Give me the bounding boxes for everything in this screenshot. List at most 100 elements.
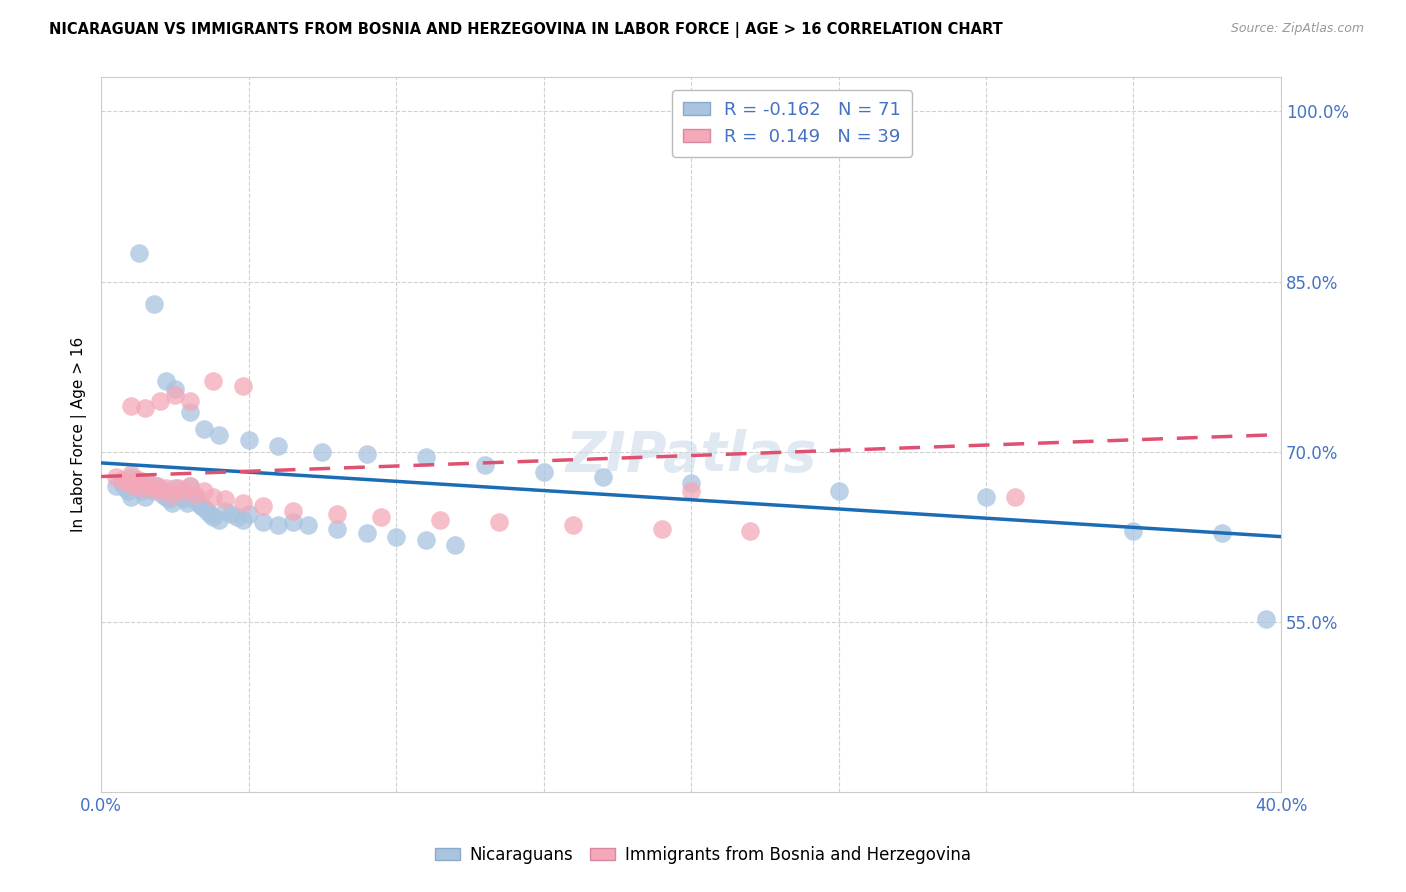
Point (104, 469, 127, 483)
Point (474, 458, 496, 473)
Point (297, 518, 319, 533)
Point (184, 492, 207, 507)
Point (356, 526, 378, 541)
Point (136, 476, 159, 491)
Point (214, 492, 236, 507)
Point (120, 469, 142, 483)
Point (128, 473, 150, 487)
Point (141, 481, 163, 495)
Point (267, 518, 290, 533)
Point (238, 434, 260, 448)
Point (157, 492, 180, 507)
Point (385, 530, 408, 544)
Point (429, 513, 451, 527)
Point (415, 450, 437, 465)
Legend: Nicaraguans, Immigrants from Bosnia and Herzegovina: Nicaraguans, Immigrants from Bosnia and … (427, 839, 979, 871)
Point (181, 488, 204, 502)
Point (111, 473, 134, 487)
Point (143, 297, 166, 311)
Point (120, 490, 142, 504)
Point (356, 447, 378, 461)
Point (1004, 490, 1026, 504)
Point (134, 401, 156, 416)
Point (488, 515, 510, 529)
Point (166, 488, 188, 502)
Point (166, 481, 188, 495)
Point (146, 478, 169, 492)
Point (415, 533, 437, 547)
Point (326, 522, 349, 536)
Point (193, 484, 215, 499)
Point (202, 510, 225, 524)
Point (125, 473, 148, 487)
Point (128, 478, 150, 492)
Point (202, 374, 225, 388)
Point (679, 476, 702, 491)
Point (111, 476, 134, 491)
Point (679, 484, 702, 499)
Point (311, 444, 333, 458)
Point (326, 507, 349, 521)
Point (173, 484, 195, 499)
Point (974, 490, 997, 504)
Point (195, 503, 218, 517)
Point (200, 507, 222, 521)
Point (152, 488, 174, 502)
Point (128, 246, 150, 260)
Point (1211, 526, 1233, 541)
Point (562, 518, 585, 533)
Point (149, 484, 172, 499)
Point (232, 379, 254, 393)
Point (160, 495, 183, 509)
Point (117, 476, 139, 491)
Point (117, 484, 139, 499)
Point (134, 481, 156, 495)
Point (208, 513, 231, 527)
Point (134, 490, 156, 504)
Point (232, 513, 254, 527)
Point (193, 501, 215, 516)
Point (120, 399, 142, 413)
Point (651, 522, 673, 536)
Point (370, 510, 392, 524)
Text: ZIPatlas: ZIPatlas (565, 429, 817, 483)
Point (122, 476, 145, 491)
Point (155, 374, 177, 388)
Point (131, 484, 153, 499)
Point (1256, 612, 1278, 626)
Point (219, 507, 242, 521)
Point (143, 484, 166, 499)
Point (444, 537, 467, 551)
Point (149, 393, 172, 408)
Point (190, 499, 212, 513)
Y-axis label: In Labor Force | Age > 16: In Labor Force | Age > 16 (72, 337, 87, 533)
Point (252, 499, 274, 513)
Point (179, 393, 201, 408)
Point (179, 478, 201, 492)
Point (232, 495, 254, 509)
Point (738, 524, 761, 538)
Point (208, 427, 231, 442)
Legend: R = -0.162   N = 71, R =  0.149   N = 39: R = -0.162 N = 71, R = 0.149 N = 39 (672, 90, 912, 157)
Point (533, 465, 555, 479)
Text: Source: ZipAtlas.com: Source: ZipAtlas.com (1230, 22, 1364, 36)
Point (187, 495, 209, 509)
Point (170, 490, 193, 504)
Point (146, 478, 169, 492)
Point (136, 476, 159, 491)
Point (120, 467, 142, 482)
Point (193, 422, 215, 436)
Point (1122, 524, 1144, 538)
Point (141, 481, 163, 495)
Point (163, 481, 186, 495)
Point (179, 405, 201, 419)
Point (155, 490, 177, 504)
Point (202, 490, 225, 504)
Point (131, 481, 153, 495)
Text: NICARAGUAN VS IMMIGRANTS FROM BOSNIA AND HERZEGOVINA IN LABOR FORCE | AGE > 16 C: NICARAGUAN VS IMMIGRANTS FROM BOSNIA AND… (49, 22, 1002, 38)
Point (163, 388, 186, 402)
Point (179, 478, 201, 492)
Point (122, 478, 145, 492)
Point (592, 469, 614, 483)
Point (163, 382, 186, 396)
